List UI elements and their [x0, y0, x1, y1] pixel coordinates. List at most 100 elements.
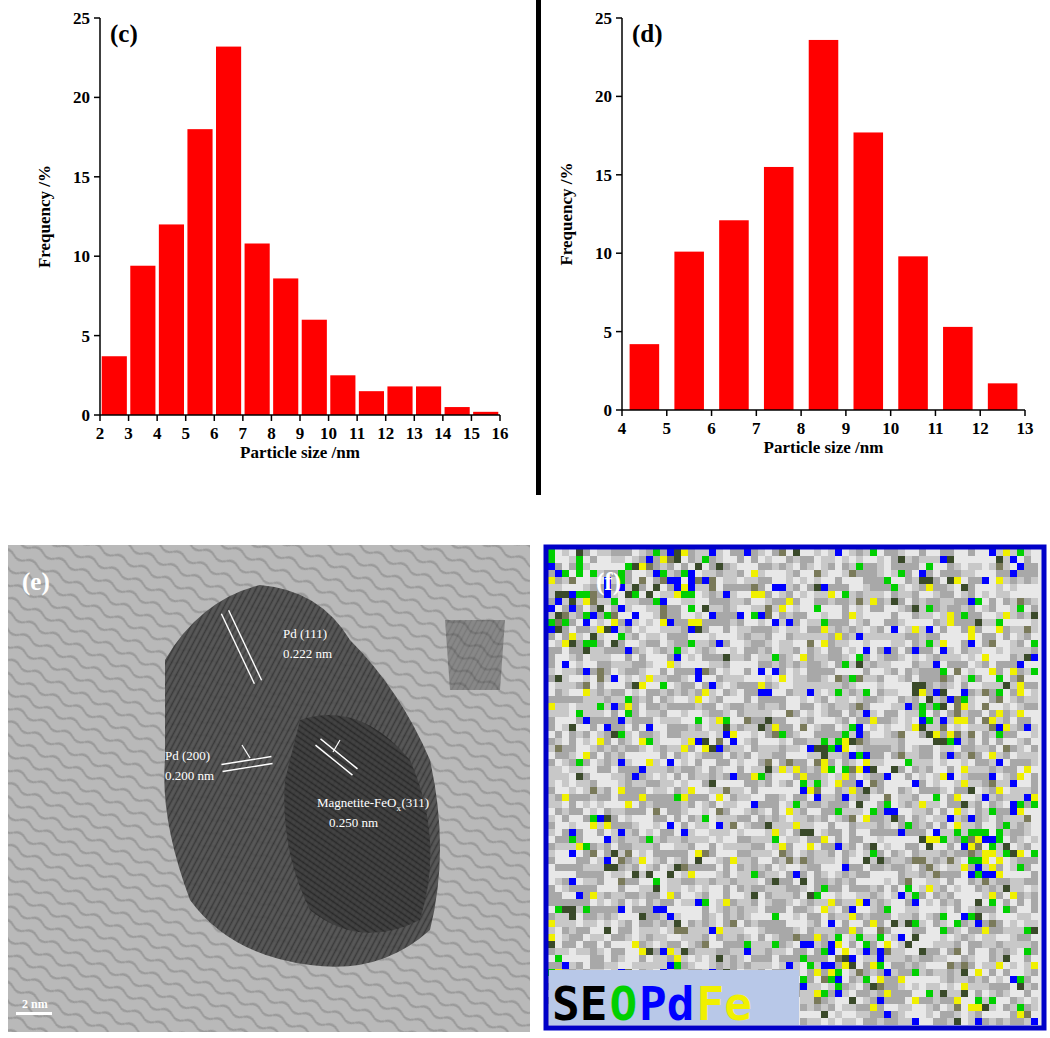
y-tick [616, 174, 622, 176]
y-tick-label: 5 [82, 327, 91, 346]
y-tick-label: 25 [595, 9, 612, 28]
bar [187, 129, 212, 415]
bar [764, 167, 794, 410]
tem-panel: Pd (111)0.222 nmPd (200)0.200 nmMagnetit… [8, 545, 530, 1032]
x-tick [711, 410, 713, 416]
eds-panel: (f)SEOPdFe [546, 547, 1044, 1031]
panel-label: (e) [22, 568, 50, 596]
bar [159, 224, 184, 415]
x-tick [935, 410, 937, 416]
x-tick [385, 415, 387, 421]
x-tick-label: 5 [181, 424, 190, 443]
y-tick [616, 331, 622, 333]
x-tick-label: 12 [972, 419, 989, 438]
bar [359, 391, 384, 415]
x-tick [185, 415, 187, 421]
y-tick [94, 17, 100, 19]
y-tick-label: 0 [82, 406, 91, 425]
x-tick [156, 415, 158, 421]
x-tick-label: 11 [349, 424, 365, 443]
figure: 05101520252345678910111213141516Particle… [0, 0, 1050, 1038]
y-tick [616, 409, 622, 411]
x-tick-label: 5 [663, 419, 672, 438]
x-axis [622, 409, 1025, 411]
x-tick [845, 410, 847, 416]
histogram-panel: 05101520252345678910111213141516Particle… [35, 9, 509, 462]
x-tick [214, 415, 216, 421]
bar [245, 243, 270, 415]
x-tick-label: 6 [707, 419, 716, 438]
bar [809, 40, 839, 410]
x-tick [890, 410, 892, 416]
scale-bar [16, 1012, 52, 1015]
scale-bar-label: 2 nm [22, 997, 48, 1011]
y-tick [94, 176, 100, 178]
y-axis-title: Frequency /% [557, 162, 576, 265]
x-tick-label: 3 [124, 424, 133, 443]
x-tick-label: 14 [434, 424, 452, 443]
x-tick [442, 415, 444, 421]
x-tick-label: 9 [842, 419, 851, 438]
x-tick [299, 415, 301, 421]
y-tick [94, 335, 100, 337]
annotation: Pd (200) [165, 748, 210, 763]
eds-pixels [548, 549, 1038, 1025]
tem-background [8, 545, 530, 1032]
y-tick-label: 15 [595, 166, 612, 185]
x-tick [471, 415, 473, 421]
y-tick-label: 25 [73, 9, 90, 28]
panel-label: (c) [110, 20, 138, 48]
arrow [333, 740, 340, 752]
bar [302, 320, 327, 415]
y-tick-label: 10 [73, 247, 90, 266]
bar [854, 132, 884, 410]
x-tick-label: 6 [210, 424, 219, 443]
x-tick-label: 13 [406, 424, 423, 443]
y-axis [621, 18, 623, 410]
y-tick-label: 15 [73, 168, 90, 187]
element-key: Pd [639, 977, 694, 1031]
divider [536, 0, 541, 495]
x-tick-label: 12 [377, 424, 394, 443]
x-tick [356, 415, 358, 421]
y-tick [616, 252, 622, 254]
x-tick-label: 8 [797, 419, 806, 438]
eds-frame [546, 547, 1044, 1028]
x-tick [1024, 410, 1026, 416]
bar [330, 375, 355, 415]
x-tick-label: 10 [882, 419, 899, 438]
bar [216, 47, 241, 415]
x-tick [242, 415, 244, 421]
y-tick-label: 20 [595, 87, 612, 106]
lattice-marker [223, 763, 273, 771]
bar [674, 252, 704, 410]
x-tick-label: 4 [153, 424, 162, 443]
eds-pixels [548, 549, 1038, 1025]
bar [445, 407, 470, 415]
element-key: SE [552, 977, 607, 1031]
x-tick-label: 7 [239, 424, 248, 443]
element-key: Fe [696, 977, 751, 1031]
bar [416, 386, 441, 415]
x-tick-label: 2 [96, 424, 105, 443]
lattice-marker [321, 739, 358, 769]
y-tick-label: 20 [73, 88, 90, 107]
eds-pixels [548, 549, 1038, 1025]
lattice-marker [221, 757, 271, 765]
y-tick [616, 17, 622, 19]
x-axis-title: Particle size /nm [240, 443, 360, 462]
y-tick [94, 414, 100, 416]
eds-pixels [548, 549, 1038, 1025]
element-key: O [609, 977, 637, 1031]
bars [102, 47, 499, 415]
x-tick [99, 415, 101, 421]
d-spacing: 0.200 nm [165, 768, 214, 783]
x-tick [666, 410, 668, 416]
x-tick-label: 4 [618, 419, 627, 438]
particle [164, 585, 440, 967]
d-spacing: 0.222 nm [283, 646, 332, 661]
bar [102, 356, 127, 415]
small-particle [445, 620, 505, 690]
histogram-panel: 051015202545678910111213Particle size /n… [557, 9, 1034, 457]
x-tick [756, 410, 758, 416]
